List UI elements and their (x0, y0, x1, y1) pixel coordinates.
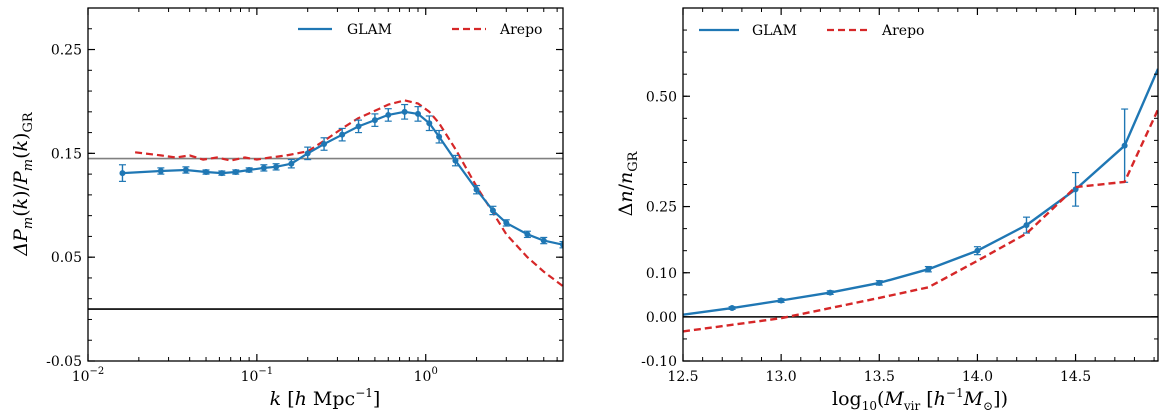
data-point-glam (729, 305, 736, 312)
legend-label-glam: GLAM (347, 22, 392, 38)
legend-label-arepo: Arepo (499, 22, 542, 38)
data-point-glam (218, 170, 225, 177)
data-point-glam (157, 168, 164, 175)
data-point-glam (401, 108, 408, 115)
y-tick-label: 0.25 (51, 43, 82, 59)
data-point-glam (560, 241, 563, 248)
y-tick-label: 0.50 (646, 89, 677, 105)
data-point-glam (473, 186, 480, 193)
y-axis-label: Δn/nGR (615, 150, 641, 216)
data-point-glam (827, 289, 834, 296)
data-point-glam (1121, 142, 1128, 149)
data-point-glam (321, 141, 328, 148)
data-point-glam (339, 131, 346, 138)
legend-label-arepo: Arepo (881, 23, 924, 39)
data-point-glam (371, 117, 378, 124)
data-point-glam (452, 157, 459, 164)
data-point-glam (246, 166, 253, 173)
y-tick-label: 0.15 (51, 146, 82, 162)
data-point-glam (778, 297, 785, 304)
x-tick-label: 100 (414, 366, 438, 385)
data-point-glam (203, 169, 210, 176)
data-point-glam (876, 279, 883, 286)
data-point-glam (119, 170, 126, 177)
data-point-glam (1023, 222, 1030, 229)
x-axis-label: log10(Mvir [h−1M⊙]) (832, 386, 1008, 412)
data-point-glam (489, 207, 496, 214)
y-tick-label: -0.05 (46, 354, 82, 370)
data-point-glam (426, 120, 433, 127)
x-tick-label: 14.0 (962, 369, 993, 385)
y-tick-label: 0.00 (646, 310, 677, 326)
y-tick-label: 0.25 (646, 200, 677, 216)
data-point-glam (503, 219, 510, 226)
plot-frame (87, 7, 564, 362)
data-point-glam (355, 123, 362, 130)
data-point-glam (304, 150, 311, 157)
data-point-glam (260, 164, 267, 171)
data-point-glam (524, 231, 531, 238)
x-tick-label: 10−2 (72, 366, 105, 385)
data-point-glam (288, 160, 295, 167)
data-point-glam (273, 163, 280, 170)
data-point-glam (925, 266, 932, 273)
x-tick-label: 13.5 (864, 369, 895, 385)
y-tick-label: -0.10 (641, 354, 677, 370)
plot-frame (682, 7, 1159, 362)
x-tick-label: 13.0 (766, 369, 797, 385)
y-tick-label: 0.10 (646, 266, 677, 282)
y-tick-label: 0.05 (51, 250, 82, 266)
series-line-glam (683, 68, 1158, 316)
series-line-arepo (683, 108, 1158, 333)
mass-function-panel: 12.5 13.0 13.5 14.0 14.5 -0.10 0.00 0.10 0.25 0.5… (615, 7, 1159, 412)
x-axis-label: k [h Mpc−1] (270, 386, 381, 410)
data-point-glam (385, 111, 392, 118)
x-tick-label: 14.5 (1060, 369, 1091, 385)
data-point-glam (974, 247, 981, 254)
data-point-glam (415, 110, 422, 117)
legend: GLAM Arepo (298, 22, 542, 38)
y-axis-label: ΔPm(k)/Pm(k)GR (10, 111, 36, 256)
data-point-glam (436, 133, 443, 140)
series-line-arepo (134, 99, 563, 288)
data-point-glam (232, 169, 239, 176)
x-tick-label: 10−1 (241, 366, 274, 385)
power-spectrum-panel: 10−2 10−1 100-0.050.050.150.25 GLAM Arepo … (10, 7, 564, 410)
legend: GLAM Arepo (699, 23, 924, 39)
legend-label-glam: GLAM (752, 23, 797, 39)
x-tick-label: 12.5 (667, 369, 698, 385)
data-point-glam (540, 237, 547, 244)
data-point-glam (182, 166, 189, 173)
